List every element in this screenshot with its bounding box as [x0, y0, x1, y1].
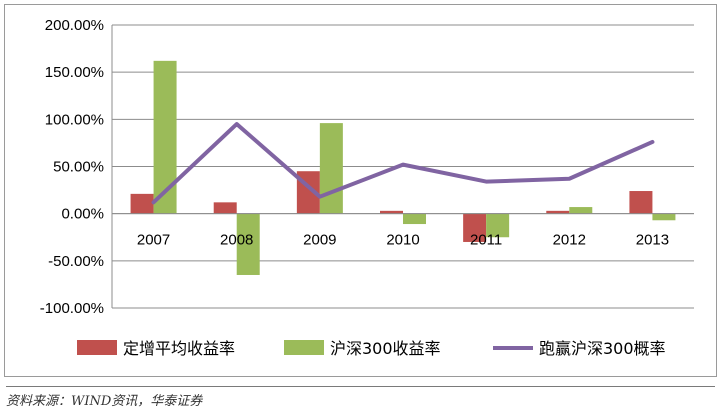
legend-label: 沪深300收益率 — [330, 339, 441, 358]
bar — [652, 214, 675, 221]
category-label: 2007 — [137, 232, 170, 249]
series-line — [154, 124, 653, 202]
legend-label: 定增平均收益率 — [123, 339, 235, 358]
legend-swatch — [77, 340, 117, 355]
y-tick-label: 50.00% — [53, 159, 104, 176]
chart-frame: 200.00% 150.00% 100.00% 50.00% 0.00% -50.00% -… — [4, 4, 717, 377]
legend-label: 跑赢沪深300概率 — [539, 339, 666, 358]
category-label: 2010 — [386, 232, 419, 249]
bar — [569, 207, 592, 214]
category-label: 2008 — [220, 232, 253, 249]
category-label: 2009 — [303, 232, 336, 249]
category-label: 2011 — [470, 232, 502, 249]
bar — [214, 202, 237, 213]
chart: 200.00% 150.00% 100.00% 50.00% 0.00% -50.00% -… — [5, 5, 718, 378]
y-tick-label: 100.00% — [45, 111, 104, 128]
category-label: 2013 — [636, 232, 669, 249]
bar — [629, 191, 652, 214]
bar — [131, 194, 154, 214]
y-tick-label: 150.00% — [45, 64, 104, 81]
y-tick-label: -50.00% — [48, 253, 104, 270]
bar — [403, 214, 426, 224]
legend-swatch — [284, 340, 324, 355]
y-tick-label: 200.00% — [45, 17, 104, 34]
source-note: 资料来源：WIND资讯，华泰证券 — [6, 386, 715, 409]
bar — [320, 123, 343, 214]
y-tick-label: -100.00% — [40, 300, 104, 317]
category-label: 2012 — [553, 232, 586, 249]
y-tick-label: 0.00% — [61, 206, 104, 223]
